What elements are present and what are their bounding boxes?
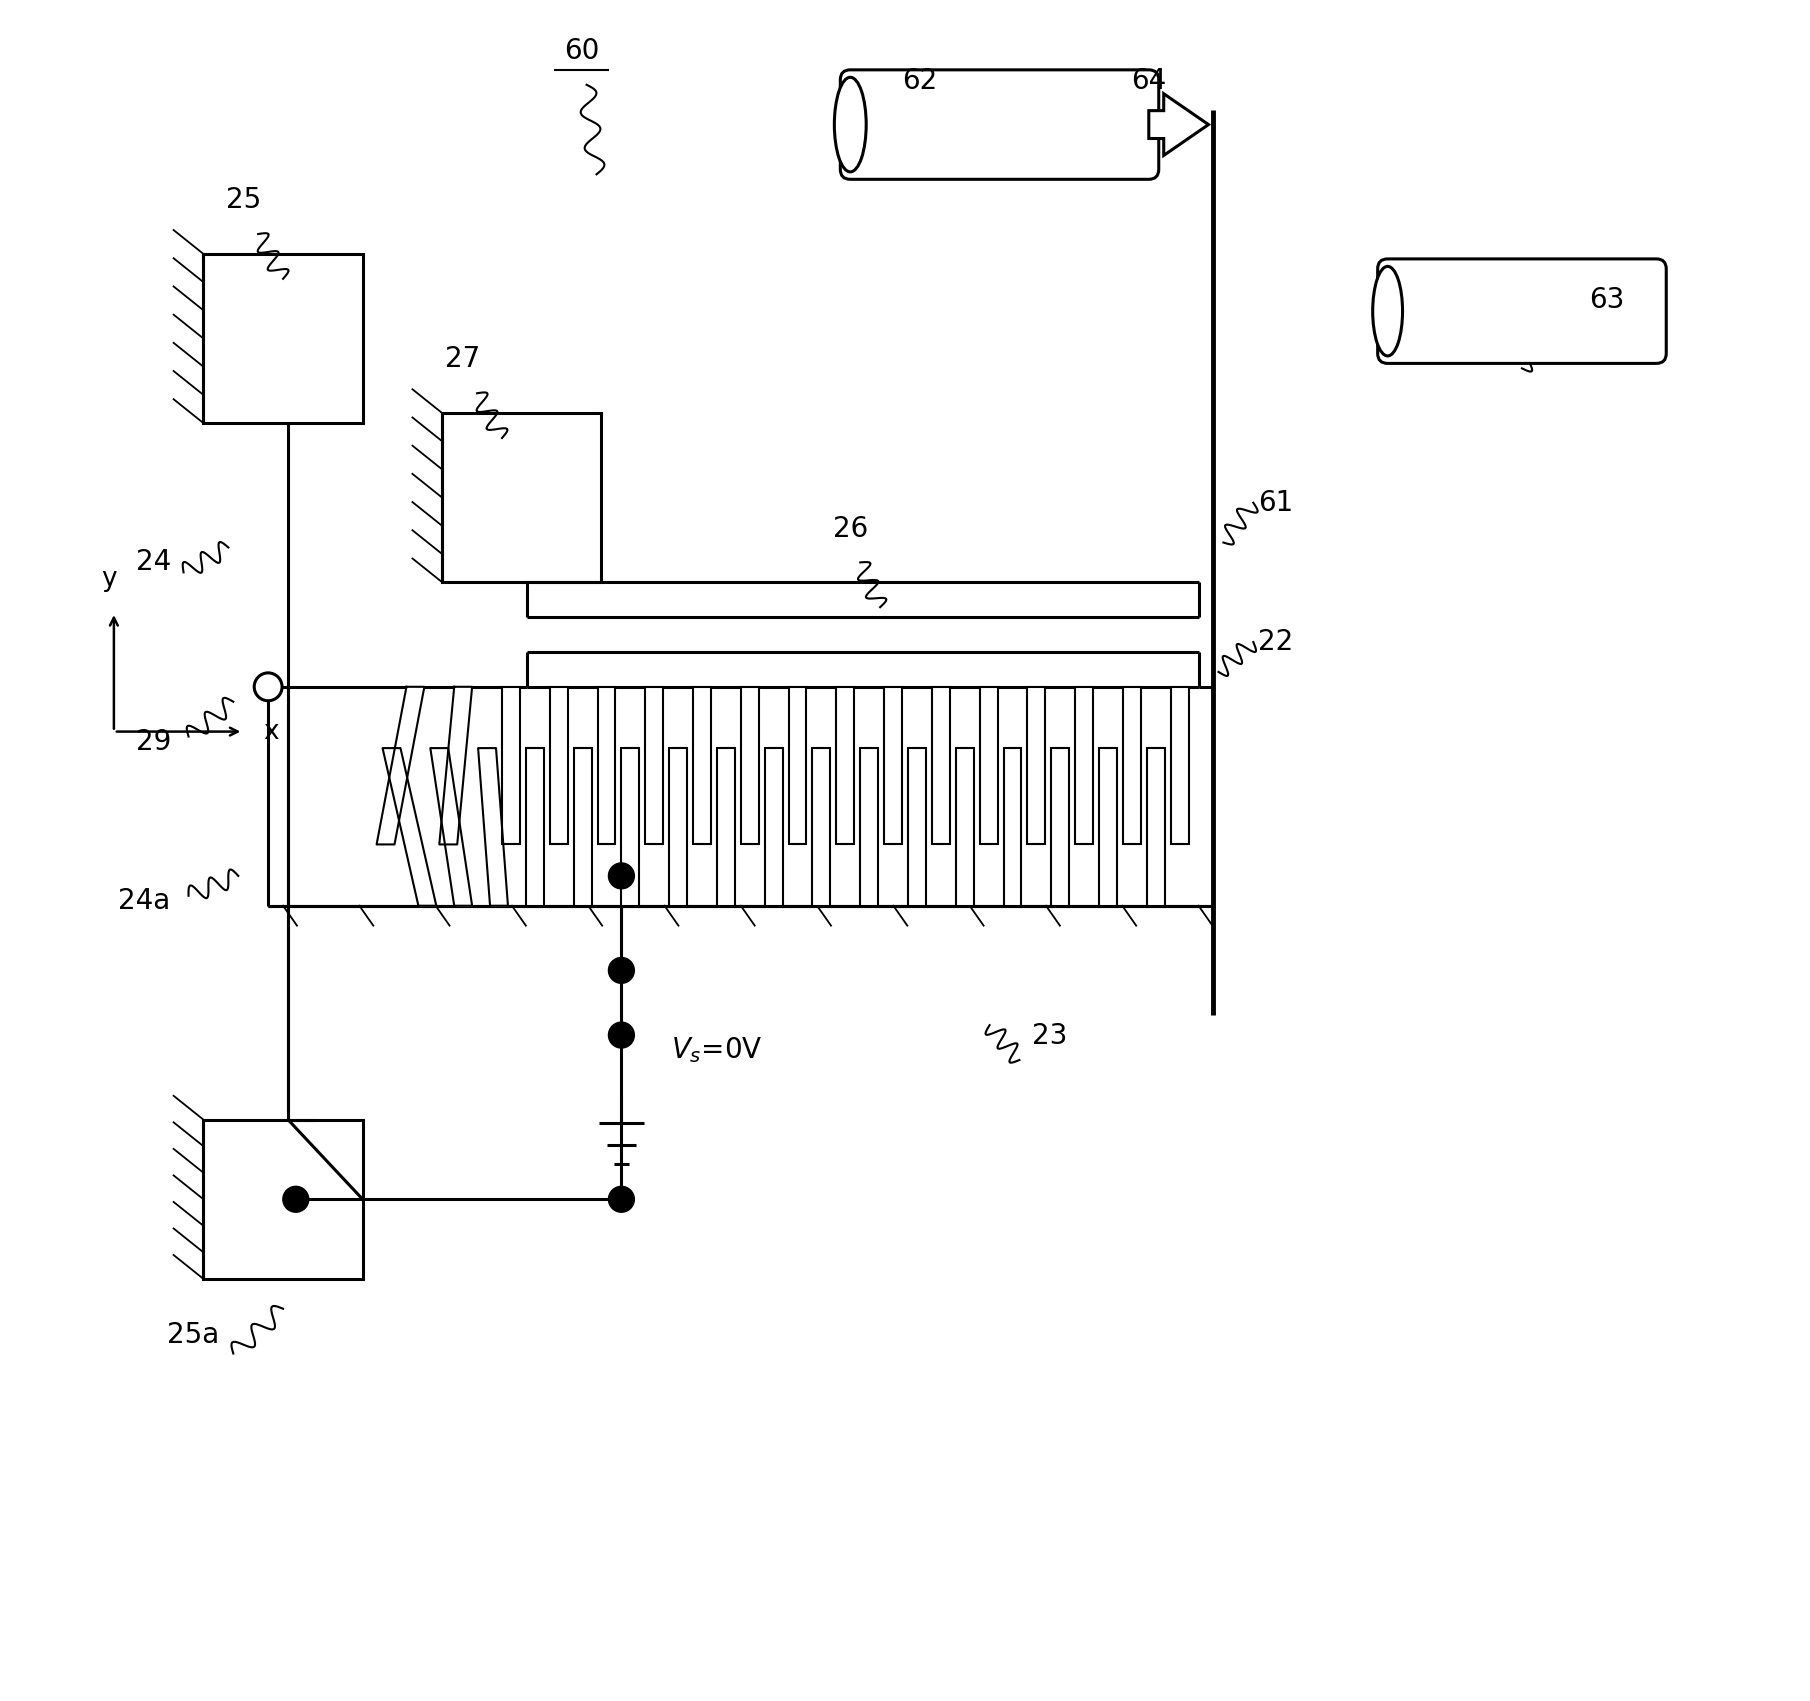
Bar bbox=[764, 748, 782, 905]
Bar bbox=[836, 687, 854, 844]
Circle shape bbox=[608, 1186, 634, 1213]
Bar bbox=[621, 748, 639, 905]
Bar bbox=[717, 748, 735, 905]
Text: 25: 25 bbox=[226, 185, 261, 214]
Bar bbox=[956, 748, 974, 905]
Bar bbox=[203, 253, 362, 424]
FancyBboxPatch shape bbox=[1377, 259, 1667, 364]
Bar bbox=[646, 687, 662, 844]
Ellipse shape bbox=[834, 77, 867, 172]
Circle shape bbox=[608, 1022, 634, 1048]
Polygon shape bbox=[376, 687, 424, 844]
Bar bbox=[550, 687, 568, 844]
Polygon shape bbox=[431, 748, 472, 905]
Text: 64: 64 bbox=[1131, 66, 1166, 95]
Polygon shape bbox=[478, 748, 509, 905]
Bar bbox=[203, 1119, 362, 1279]
Text: 24: 24 bbox=[136, 548, 172, 577]
Bar bbox=[1003, 748, 1021, 905]
Bar bbox=[574, 748, 592, 905]
FancyBboxPatch shape bbox=[840, 70, 1158, 179]
Bar bbox=[1075, 687, 1093, 844]
Text: 27: 27 bbox=[445, 345, 480, 373]
Text: 62: 62 bbox=[903, 66, 938, 95]
Bar bbox=[501, 687, 519, 844]
Circle shape bbox=[608, 958, 634, 983]
Text: 60: 60 bbox=[565, 37, 599, 65]
Polygon shape bbox=[440, 687, 472, 844]
Bar bbox=[909, 748, 927, 905]
Text: 23: 23 bbox=[1032, 1022, 1066, 1050]
Bar bbox=[442, 413, 601, 582]
Bar bbox=[883, 687, 901, 844]
Polygon shape bbox=[382, 748, 436, 905]
Circle shape bbox=[253, 674, 282, 701]
Text: 61: 61 bbox=[1258, 488, 1294, 517]
Bar bbox=[1052, 748, 1070, 905]
Bar bbox=[813, 748, 831, 905]
Bar bbox=[597, 687, 615, 844]
Text: x: x bbox=[262, 718, 279, 745]
FancyArrow shape bbox=[1149, 94, 1209, 155]
Bar bbox=[1028, 687, 1046, 844]
Bar bbox=[1122, 687, 1140, 844]
Text: y: y bbox=[101, 566, 116, 592]
Bar bbox=[789, 687, 807, 844]
Text: 26: 26 bbox=[833, 514, 867, 543]
Bar bbox=[693, 687, 711, 844]
Bar bbox=[527, 748, 543, 905]
Bar bbox=[1171, 687, 1189, 844]
Text: $V_s$=0V: $V_s$=0V bbox=[672, 1036, 762, 1065]
Text: 63: 63 bbox=[1589, 286, 1624, 313]
Ellipse shape bbox=[1372, 267, 1403, 356]
Bar bbox=[932, 687, 950, 844]
Bar bbox=[670, 748, 688, 905]
Bar bbox=[1148, 748, 1164, 905]
Text: 22: 22 bbox=[1258, 628, 1294, 657]
Text: 25a: 25a bbox=[167, 1320, 219, 1349]
Text: 29: 29 bbox=[136, 728, 172, 755]
Bar bbox=[1099, 748, 1117, 905]
Bar bbox=[979, 687, 997, 844]
Bar bbox=[860, 748, 878, 905]
Bar bbox=[740, 687, 758, 844]
Circle shape bbox=[282, 1186, 310, 1213]
Circle shape bbox=[608, 862, 634, 890]
Text: 24a: 24a bbox=[118, 886, 170, 915]
